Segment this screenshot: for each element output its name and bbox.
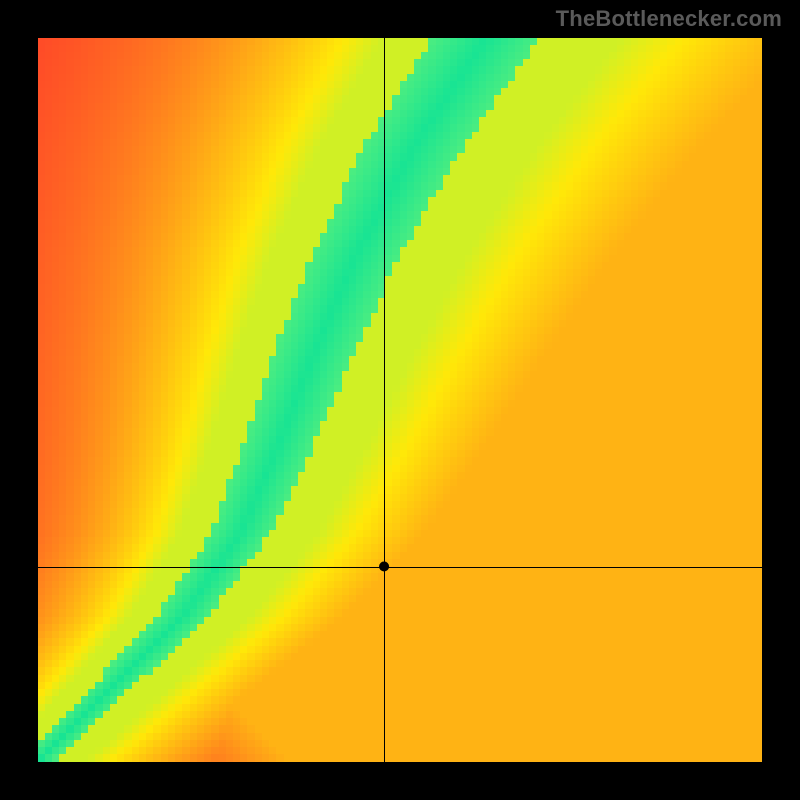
plot-area	[38, 38, 762, 762]
watermark-label: TheBottlenecker.com	[556, 6, 782, 32]
heatmap-canvas	[38, 38, 762, 762]
chart-container: TheBottlenecker.com	[0, 0, 800, 800]
